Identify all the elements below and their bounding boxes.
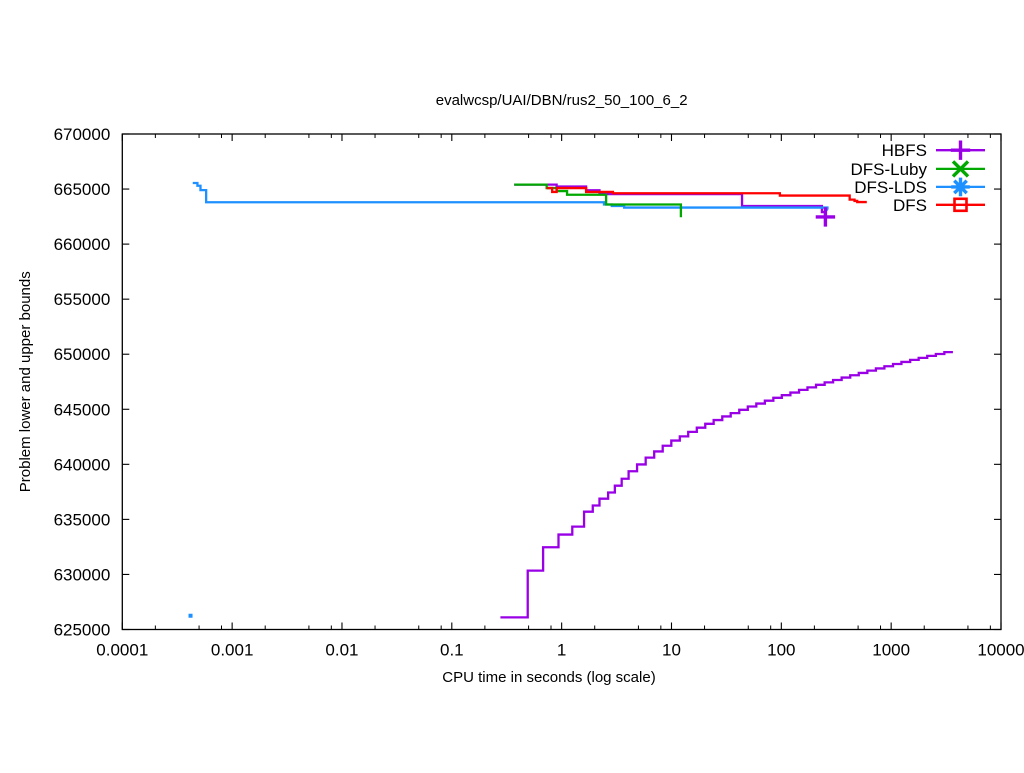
svg-text:0.0001: 0.0001 <box>96 641 148 660</box>
svg-text:100: 100 <box>767 641 795 660</box>
svg-text:0.001: 0.001 <box>211 641 254 660</box>
svg-text:660000: 660000 <box>54 235 111 254</box>
svg-text:665000: 665000 <box>54 180 111 199</box>
svg-text:645000: 645000 <box>54 400 111 419</box>
svg-text:1000: 1000 <box>872 641 910 660</box>
svg-text:Problem lower and upper bounds: Problem lower and upper bounds <box>17 271 34 492</box>
svg-text:0.1: 0.1 <box>440 641 464 660</box>
svg-text:635000: 635000 <box>54 510 111 529</box>
svg-text:0.01: 0.01 <box>325 641 358 660</box>
svg-text:HBFS: HBFS <box>882 141 927 160</box>
svg-text:630000: 630000 <box>54 565 111 584</box>
svg-text:CPU time in seconds (log scale: CPU time in seconds (log scale) <box>442 669 655 686</box>
svg-text:640000: 640000 <box>54 455 111 474</box>
svg-text:DFS-Luby: DFS-Luby <box>850 160 927 179</box>
svg-text:1: 1 <box>557 641 566 660</box>
svg-text:10: 10 <box>662 641 681 660</box>
svg-text:650000: 650000 <box>54 345 111 364</box>
svg-text:655000: 655000 <box>54 290 111 309</box>
svg-text:evalwcsp/UAI/DBN/rus2_50_100_6: evalwcsp/UAI/DBN/rus2_50_100_6_2 <box>436 92 688 109</box>
svg-text:625000: 625000 <box>54 621 111 640</box>
svg-text:670000: 670000 <box>54 125 111 144</box>
svg-text:10000: 10000 <box>977 641 1024 660</box>
svg-text:DFS: DFS <box>893 196 927 215</box>
svg-text:DFS-LDS: DFS-LDS <box>854 178 927 197</box>
